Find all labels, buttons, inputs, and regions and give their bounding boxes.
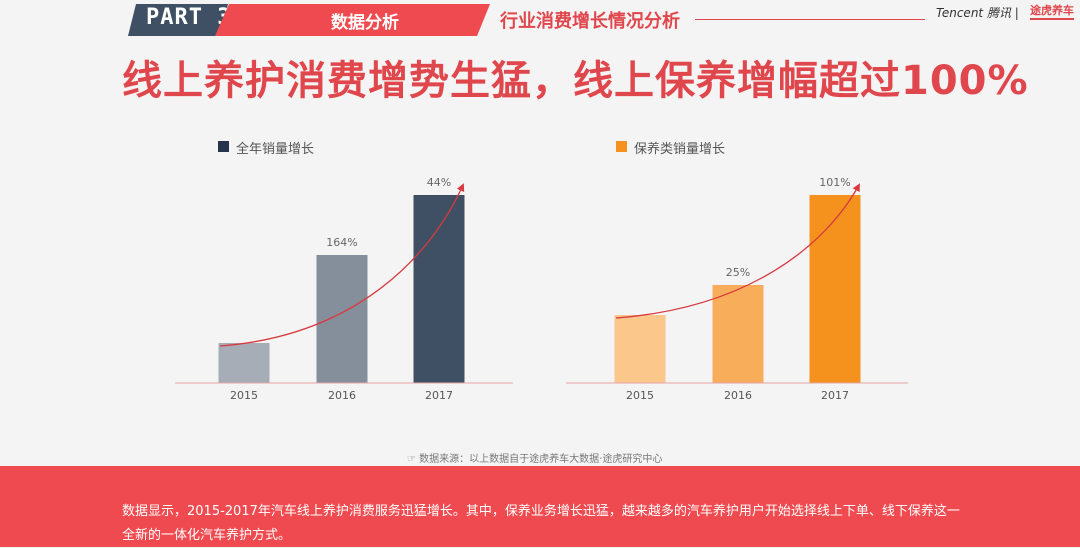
bar-2016 bbox=[712, 285, 764, 383]
section-label: 数据分析 bbox=[331, 13, 399, 33]
bar-2015 bbox=[614, 315, 666, 383]
legend-label-annual: 全年销量增长 bbox=[236, 142, 315, 157]
data-label: 25% bbox=[726, 266, 750, 279]
x-tick-label: 2015 bbox=[230, 389, 258, 402]
bar-2015 bbox=[218, 343, 270, 383]
footer-banner bbox=[0, 466, 1080, 547]
x-tick-label: 2015 bbox=[626, 389, 654, 402]
bar-2017 bbox=[413, 195, 465, 383]
tuhu-logo: 途虎养车 bbox=[1030, 2, 1074, 20]
annual-sales-chart: 2015 2016 164% 2017 44% bbox=[175, 176, 513, 402]
x-tick-label: 2017 bbox=[425, 389, 453, 402]
x-tick-label: 2017 bbox=[821, 389, 849, 402]
section-subtitle: 行业消费增长情况分析 bbox=[500, 11, 680, 32]
data-label: 44% bbox=[427, 176, 451, 189]
legend-label-maintenance: 保养类销量增长 bbox=[634, 142, 726, 157]
footer-text: 数据显示，2015-2017年汽车线上养护消费服务迅猛增长。其中，保养业务增长迅… bbox=[122, 504, 960, 543]
trend-arrow bbox=[219, 183, 465, 347]
bar-2017 bbox=[809, 195, 861, 383]
trend-arrow bbox=[615, 183, 860, 319]
bar-2016 bbox=[316, 255, 368, 383]
part-label: PART 3 bbox=[146, 5, 232, 30]
tencent-logo: Tencent 腾讯 | bbox=[936, 6, 1019, 20]
data-source-text: 数据来源：以上数据自于途虎养车大数据·途虎研究中心 bbox=[419, 454, 663, 465]
page-title: 线上养护消费增势生猛，线上保养增幅超过100% bbox=[122, 58, 1029, 104]
x-tick-label: 2016 bbox=[724, 389, 752, 402]
data-label: 164% bbox=[326, 236, 357, 249]
data-label: 101% bbox=[819, 176, 850, 189]
data-source: ☞ 数据来源：以上数据自于途虎养车大数据·途虎研究中心 bbox=[407, 454, 663, 465]
legend-swatch-maintenance bbox=[616, 141, 627, 152]
x-tick-label: 2016 bbox=[328, 389, 356, 402]
maintenance-sales-chart: 2015 2016 25% 2017 101% bbox=[566, 176, 908, 402]
header-divider bbox=[695, 19, 925, 20]
section-ribbon bbox=[215, 4, 490, 36]
charts: 2015 2016 164% 2017 44% 2015 2016 25% 2017 101% bbox=[175, 176, 908, 402]
part-badge bbox=[128, 4, 228, 36]
legend-swatch-annual bbox=[218, 141, 229, 152]
